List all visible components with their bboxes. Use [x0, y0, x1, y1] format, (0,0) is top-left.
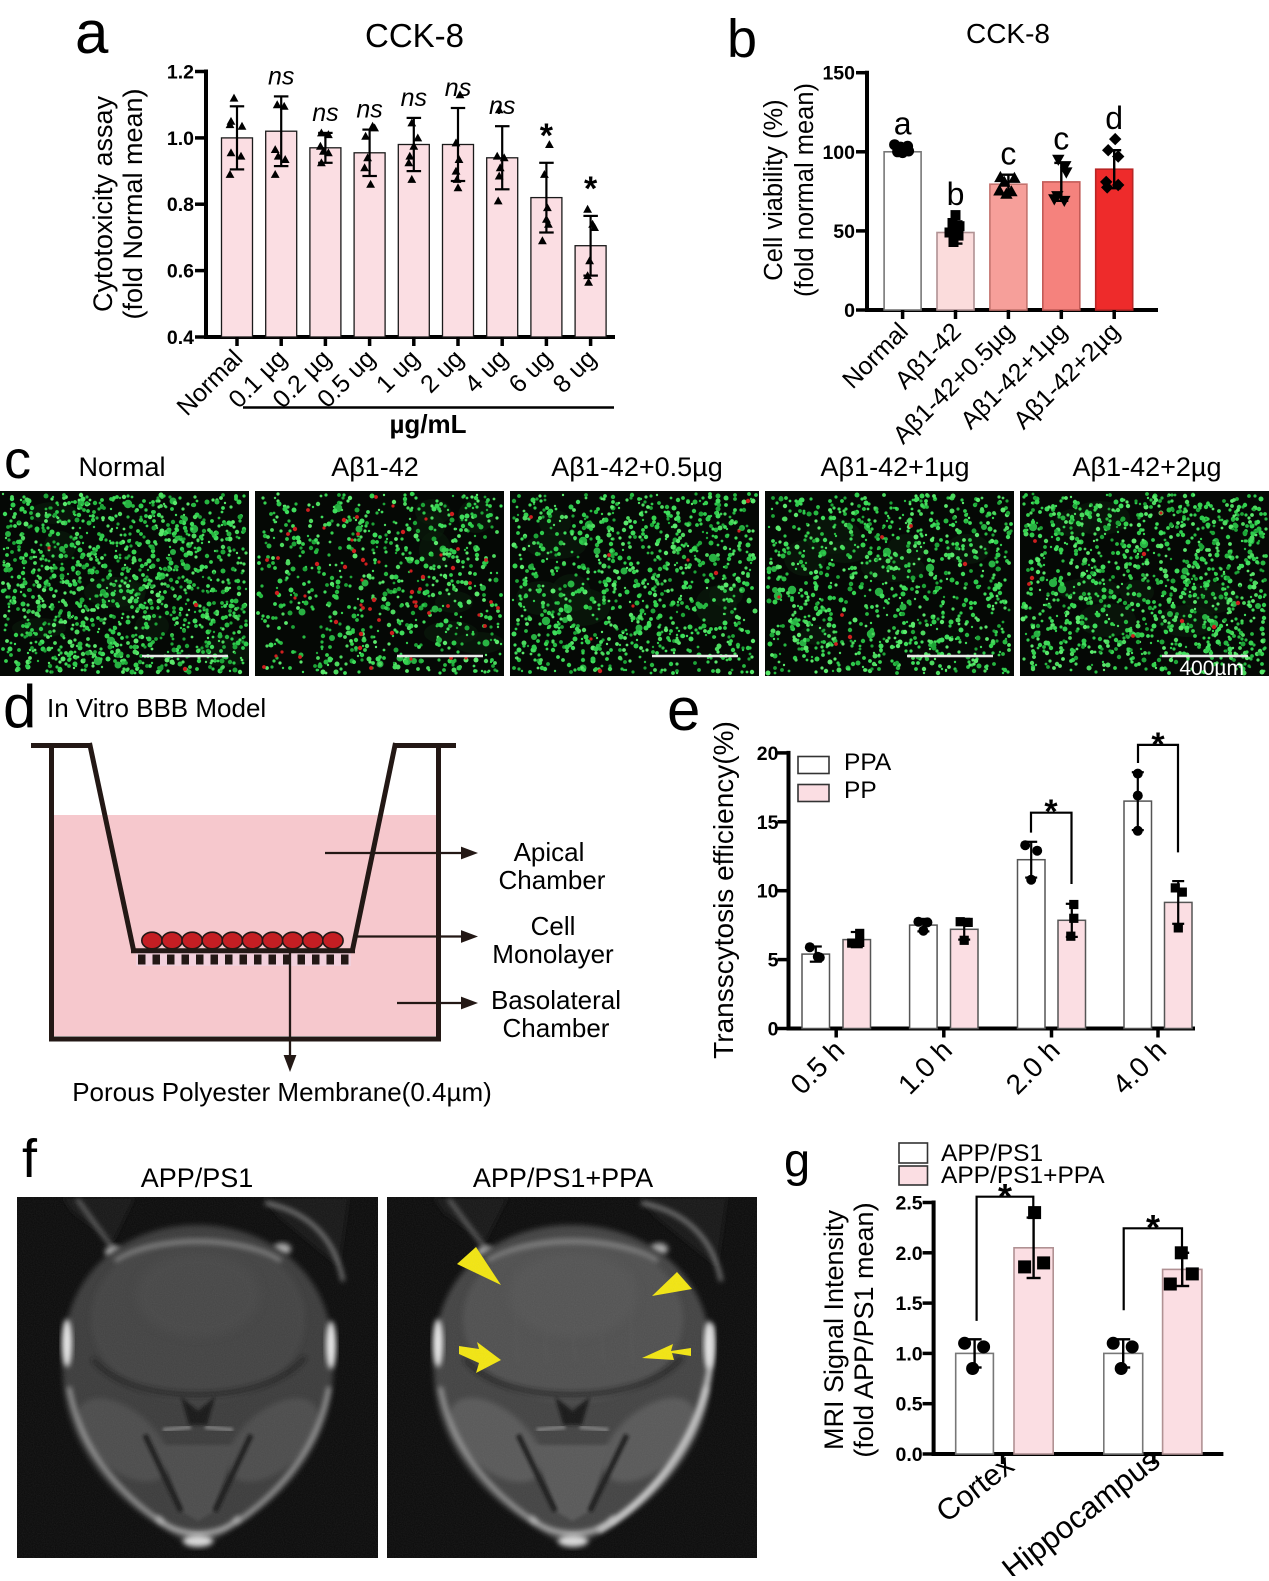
svg-text:Aβ1-42+1µg: Aβ1-42+1µg	[821, 452, 970, 482]
svg-text:µg/mL: µg/mL	[389, 409, 466, 439]
svg-text:0.6: 0.6	[167, 261, 194, 283]
svg-text:ns: ns	[445, 74, 471, 102]
svg-text:c: c	[1000, 136, 1016, 172]
svg-text:b: b	[727, 9, 757, 69]
svg-text:(fold normal mean): (fold normal mean)	[791, 83, 819, 297]
svg-text:Aβ1-42+0.5µg: Aβ1-42+0.5µg	[551, 452, 722, 482]
svg-text:Aβ1-42: Aβ1-42	[331, 452, 419, 482]
svg-text:50: 50	[833, 221, 855, 243]
svg-text:150: 150	[822, 63, 855, 85]
svg-text:0: 0	[844, 300, 855, 322]
svg-text:ns: ns	[489, 92, 515, 120]
svg-text:ns: ns	[312, 99, 338, 127]
svg-text:ns: ns	[268, 62, 294, 90]
svg-text:0.8: 0.8	[167, 194, 194, 216]
svg-text:2 ug: 2 ug	[415, 344, 469, 398]
svg-text:c: c	[1053, 121, 1069, 157]
svg-text:d: d	[1105, 100, 1123, 136]
svg-text:1.2: 1.2	[167, 62, 194, 84]
svg-text:Aβ1-42+2µg: Aβ1-42+2µg	[1073, 452, 1222, 482]
svg-text:100: 100	[822, 142, 855, 164]
svg-text:6 ug: 6 ug	[503, 344, 557, 398]
svg-text:Cell viability (%): Cell viability (%)	[760, 99, 788, 280]
svg-text:Cytotoxicity assay: Cytotoxicity assay	[88, 95, 118, 312]
svg-text:*: *	[584, 170, 598, 208]
svg-text:Normal: Normal	[78, 452, 165, 482]
svg-text:CCK-8: CCK-8	[966, 18, 1050, 49]
svg-text:ns: ns	[356, 96, 382, 124]
svg-text:0.4: 0.4	[167, 327, 194, 349]
svg-text:4 ug: 4 ug	[459, 344, 513, 398]
svg-text:*: *	[540, 117, 554, 155]
svg-text:1 ug: 1 ug	[371, 344, 425, 398]
svg-text:8 ug: 8 ug	[548, 344, 602, 398]
svg-text:a: a	[75, 0, 109, 66]
svg-text:1.0: 1.0	[167, 128, 194, 150]
svg-text:ns: ns	[401, 84, 427, 112]
svg-text:a: a	[894, 106, 912, 142]
svg-text:CCK-8: CCK-8	[365, 17, 464, 54]
svg-text:c: c	[4, 430, 31, 490]
svg-text:b: b	[947, 176, 965, 212]
svg-text:(fold Normal mean): (fold Normal mean)	[118, 88, 148, 319]
